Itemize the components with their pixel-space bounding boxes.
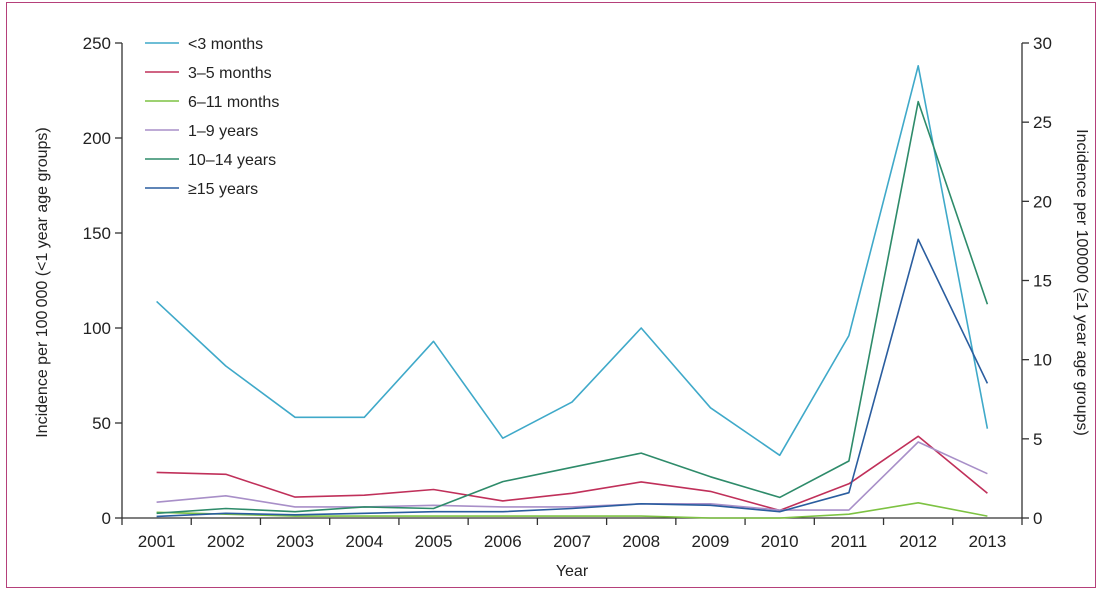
series-line-0 [156,64,989,457]
y-axis-left-title: Incidence per 100 000 (<1 year age group… [34,127,51,438]
y-left-tick-label: 50 [92,414,111,433]
y-left-tick-label: 0 [102,509,111,528]
x-tick-label: 2008 [622,532,660,551]
series-line-3 [156,441,988,511]
x-axis-title: Year [556,563,589,580]
y-left-tick-label: 200 [83,129,111,148]
y-right-tick-label: 20 [1033,192,1052,211]
series-line-2 [156,501,988,519]
legend-label-4: 10–14 years [188,152,276,169]
x-tick-label: 2005 [415,532,453,551]
legend-label-2: 6–11 months [188,94,279,111]
y-axis-right-title: Incidence per 100000 (≥1 year age groups… [1073,129,1090,436]
y-left-tick-label: 250 [83,34,111,53]
legend-label-1: 3–5 months [188,65,272,82]
x-tick-label: 2003 [276,532,314,551]
series-line-1 [156,435,988,512]
series-line-5 [156,238,989,518]
y-right-tick-label: 30 [1033,34,1052,53]
y-left-tick-label: 100 [83,319,111,338]
legend-label-5: ≥15 years [188,181,258,198]
x-tick-label: 2011 [831,532,868,551]
y-left-tick-label: 150 [83,224,111,243]
y-right-tick-label: 10 [1033,351,1052,370]
series-layer [156,64,989,519]
series-line-4 [156,100,989,515]
x-tick-label: 2007 [553,532,591,551]
axes: 0 50 100 150 200 250 0 5 10 15 20 25 30 2001 2002 2003 2… [83,34,1052,551]
x-tick-label: 2010 [761,532,799,551]
y-right-tick-label: 25 [1033,113,1052,132]
y-right-tick-label: 15 [1033,272,1052,291]
x-tick-label: 2013 [968,532,1006,551]
x-tick-label: 2006 [484,532,522,551]
legend-label-3: 1–9 years [188,123,258,140]
x-tick-label: 2012 [899,532,937,551]
x-tick-label: 2009 [692,532,730,551]
legend: <3 months 3–5 months 6–11 months 1–9 years 1… [145,36,279,198]
x-tick-label: 2002 [207,532,245,551]
y-right-tick-label: 0 [1033,509,1042,528]
y-right-tick-label: 5 [1033,430,1042,449]
chart-frame: 0 50 100 150 200 250 0 5 10 15 20 25 30 2001 2002 2003 2… [6,2,1096,588]
legend-label-0: <3 months [188,36,263,53]
line-chart: 0 50 100 150 200 250 0 5 10 15 20 25 30 2001 2002 2003 2… [34,34,1090,580]
x-tick-label: 2004 [345,532,383,551]
x-tick-label: 2001 [138,532,176,551]
